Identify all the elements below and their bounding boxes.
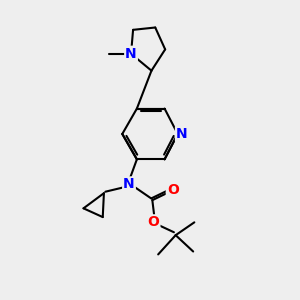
- Text: O: O: [167, 183, 179, 197]
- Text: N: N: [176, 127, 188, 141]
- Text: O: O: [148, 215, 159, 229]
- Text: N: N: [123, 177, 135, 191]
- Text: N: N: [125, 47, 137, 61]
